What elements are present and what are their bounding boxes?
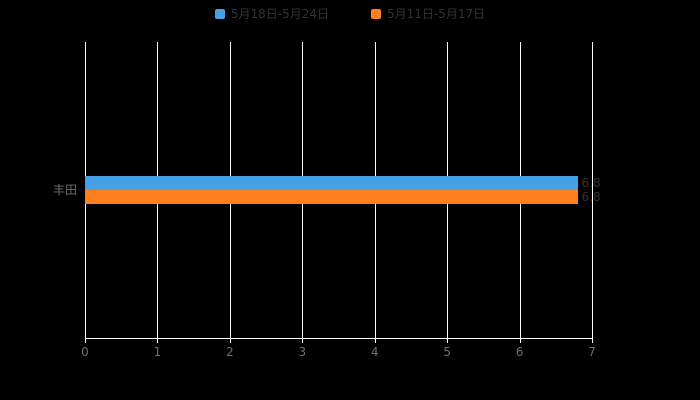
gridline <box>592 42 593 338</box>
legend-swatch-icon <box>214 9 225 19</box>
x-axis-tick <box>85 338 86 343</box>
x-tick-label: 6 <box>515 345 524 359</box>
x-axis-tick <box>519 338 521 343</box>
x-axis-tick <box>374 338 376 343</box>
chart-legend: 5月18日-5月24日 5月11日-5月17日 <box>0 7 700 21</box>
legend-item-series-0[interactable]: 5月18日-5月24日 <box>214 7 329 21</box>
bar-value-label: 6.8 <box>581 176 601 190</box>
x-axis-tick <box>592 338 593 343</box>
legend-swatch-icon <box>371 9 381 19</box>
legend-label: 5月11日-5月17日 <box>387 7 486 21</box>
x-tick-label: 1 <box>153 345 162 359</box>
x-tick-label: 4 <box>370 345 379 359</box>
plot-area: 6.8 6.8 <box>85 42 601 343</box>
x-tick-label: 5 <box>443 345 451 359</box>
legend-label: 5月18日-5月24日 <box>230 7 329 21</box>
x-axis-tick <box>302 338 304 343</box>
y-category-label: 丰田 <box>52 183 77 197</box>
x-tick-label: 0 <box>81 345 89 359</box>
bar-value-label: 6.8 <box>581 190 601 204</box>
x-tick-label: 2 <box>226 345 234 359</box>
x-axis-line <box>85 338 592 339</box>
x-tick-label: 3 <box>298 345 307 359</box>
x-axis-tick <box>447 338 449 343</box>
bar-series-1 <box>85 190 578 204</box>
x-axis-tick <box>157 338 159 343</box>
legend-item-series-1[interactable]: 5月11日-5月17日 <box>371 7 485 21</box>
x-axis-tick <box>229 338 231 343</box>
bar-series-0 <box>85 176 578 190</box>
x-tick-label: 7 <box>588 345 596 359</box>
